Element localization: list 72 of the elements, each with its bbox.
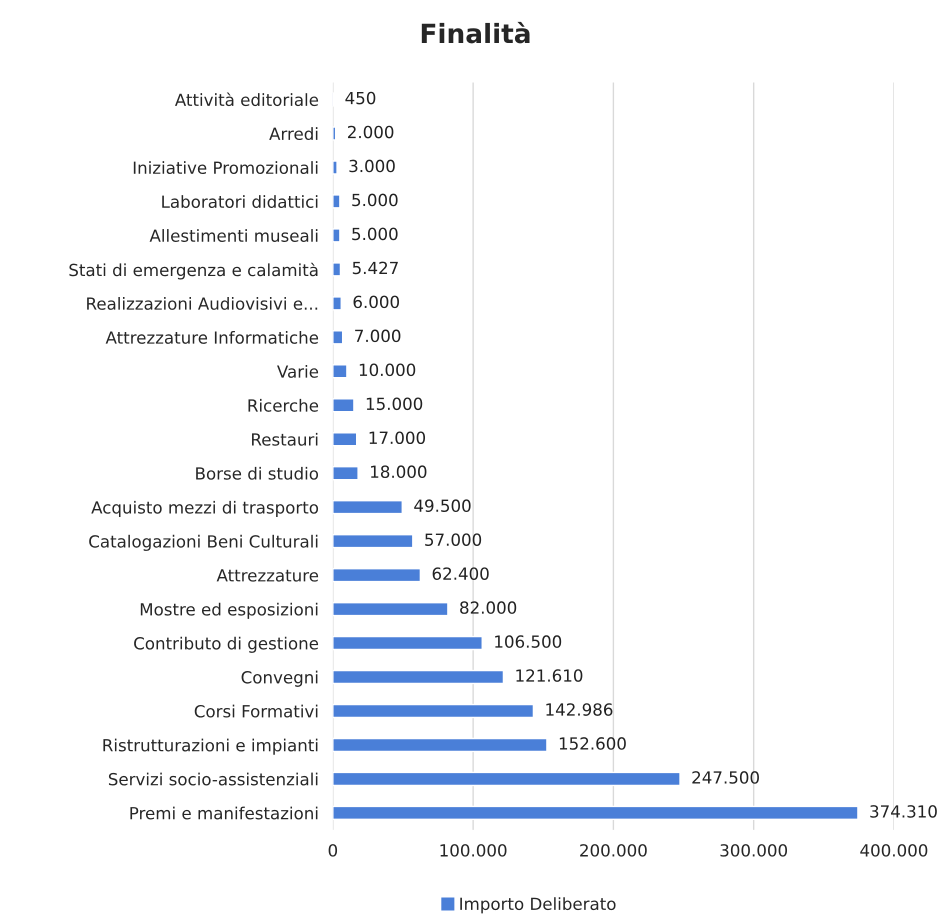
y-tick-label: Contributo di gestione bbox=[134, 636, 318, 653]
x-tick-label: 200.000 bbox=[580, 844, 647, 857]
y-tick-label: Attività editoriale bbox=[174, 92, 318, 106]
data-label: 142.986 bbox=[546, 703, 612, 716]
legend-label: Importo Deliberato bbox=[460, 897, 616, 914]
y-tick-label: Laboratori didattici bbox=[162, 195, 318, 208]
y-tick-label: Servizi socio-assistenziali bbox=[108, 772, 318, 786]
y-tick-label: Corsi Formativi bbox=[194, 704, 318, 718]
data-label: 3.000 bbox=[349, 160, 395, 172]
y-tick-label: Stati di emergenza e calamità bbox=[69, 262, 318, 280]
bar bbox=[332, 364, 348, 378]
y-tick-label: Ristrutturazioni e impianti bbox=[103, 738, 318, 755]
y-tick-label: Restauri bbox=[252, 432, 318, 446]
bar bbox=[332, 262, 342, 277]
data-label: 106.500 bbox=[495, 635, 562, 648]
data-label: 7.000 bbox=[355, 330, 400, 342]
bar bbox=[332, 296, 342, 310]
bar bbox=[332, 568, 422, 582]
data-label: 374.310 bbox=[870, 805, 937, 818]
data-label: 62.400 bbox=[432, 567, 489, 580]
bar bbox=[332, 636, 483, 650]
y-tick-label: Catalogazioni Beni Culturali bbox=[89, 534, 318, 551]
data-label: 5.427 bbox=[352, 262, 398, 274]
bar bbox=[332, 330, 344, 344]
bar bbox=[332, 432, 358, 446]
bar bbox=[332, 500, 403, 514]
data-label: 121.610 bbox=[516, 669, 582, 682]
y-tick-label: Convegni bbox=[242, 670, 318, 687]
bar bbox=[332, 466, 359, 480]
y-tick-label: Iniziative Promozionali bbox=[134, 161, 318, 174]
y-tick-label: Allestimenti museali bbox=[150, 229, 318, 242]
y-tick-label: Borse di studio bbox=[196, 466, 318, 480]
data-label: 17.000 bbox=[370, 431, 426, 444]
bar bbox=[332, 160, 338, 175]
data-label: 10.000 bbox=[360, 364, 416, 376]
bar bbox=[332, 670, 504, 684]
data-label: 57.000 bbox=[425, 533, 482, 546]
data-label: 15.000 bbox=[366, 397, 422, 410]
data-label: 152.600 bbox=[560, 737, 626, 750]
x-tick-label: 300.000 bbox=[720, 844, 788, 857]
y-tick-label: Mostre ed esposizioni bbox=[140, 602, 318, 619]
bar bbox=[332, 738, 548, 752]
bar bbox=[332, 772, 681, 786]
bar bbox=[332, 534, 414, 548]
bar bbox=[332, 704, 534, 718]
y-tick-label: Premi e manifestazioni bbox=[130, 806, 318, 820]
bar bbox=[332, 194, 341, 209]
y-tick-label: Attrezzature Informatiche bbox=[106, 330, 318, 344]
y-tick-label: Ricerche bbox=[248, 398, 318, 412]
bar bbox=[332, 398, 355, 412]
data-label: 5.000 bbox=[352, 228, 398, 240]
x-tick-label: 100.000 bbox=[440, 844, 506, 857]
data-label: 18.000 bbox=[371, 465, 426, 478]
data-label: 82.000 bbox=[460, 601, 516, 614]
y-tick-label: Attrezzature bbox=[216, 569, 318, 582]
bar bbox=[332, 602, 449, 616]
bar bbox=[332, 806, 859, 820]
bar bbox=[332, 228, 341, 243]
x-tick-label: 400.000 bbox=[860, 844, 928, 857]
data-label: 5.000 bbox=[352, 194, 398, 206]
data-label: 450 bbox=[345, 92, 376, 104]
y-tick-label: Varie bbox=[277, 364, 318, 378]
x-tick-label: 0 bbox=[328, 844, 338, 857]
bar bbox=[332, 126, 336, 141]
data-label: 49.500 bbox=[414, 499, 471, 512]
chart-title: Finalità bbox=[422, 22, 530, 44]
data-label: 2.000 bbox=[348, 126, 394, 138]
y-tick-label: Acquisto mezzi di trasporto bbox=[91, 500, 318, 517]
y-tick-label: Arredi bbox=[269, 127, 318, 140]
data-label: 247.500 bbox=[692, 771, 759, 784]
y-tick-label: Realizzazioni Audiovisivi e... bbox=[87, 297, 318, 310]
data-label: 6.000 bbox=[354, 296, 399, 308]
